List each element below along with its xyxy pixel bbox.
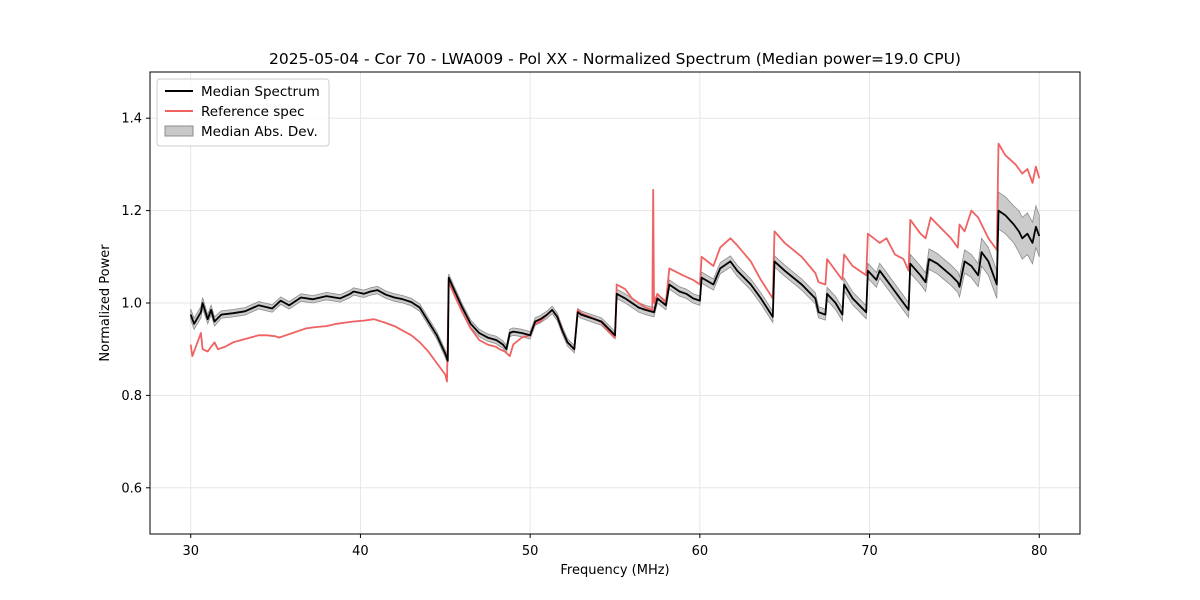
x-tick-label: 70 — [861, 544, 878, 559]
chart-title: 2025-05-04 - Cor 70 - LWA009 - Pol XX - … — [269, 50, 961, 68]
median-series — [189, 209, 1041, 362]
x-axis-label: Frequency (MHz) — [560, 563, 669, 578]
legend-box — [156, 78, 330, 147]
x-tick-label: 50 — [522, 544, 539, 559]
x-axis-ticks: 30 40 50 60 70 80 — [182, 534, 1048, 559]
legend-mad-label: Median Abs. Dev. — [201, 124, 318, 140]
x-tick-label: 60 — [692, 544, 709, 559]
reference-series — [189, 142, 1041, 383]
y-axis-label: Normalized Power — [98, 244, 113, 362]
x-tick-label: 30 — [182, 544, 199, 559]
y-tick-label: 1.0 — [121, 297, 142, 312]
reference-spectrum-line — [189, 142, 1041, 383]
y-tick-label: 0.8 — [121, 389, 142, 404]
legend: Median Spectrum Reference spec Median Ab… — [156, 78, 330, 147]
y-tick-label: 0.6 — [121, 481, 142, 496]
median-spectrum-line — [189, 209, 1041, 362]
y-axis-ticks: 0.6 0.8 1.0 1.2 1.4 — [121, 112, 150, 496]
legend-reference-label: Reference spec — [201, 104, 305, 120]
y-tick-label: 1.2 — [121, 204, 142, 219]
legend-median-label: Median Spectrum — [201, 84, 320, 100]
x-tick-label: 80 — [1031, 544, 1048, 559]
legend-mad-swatch — [164, 125, 194, 137]
grid — [150, 72, 1080, 534]
x-tick-label: 40 — [352, 544, 369, 559]
y-tick-label: 1.4 — [121, 112, 142, 127]
